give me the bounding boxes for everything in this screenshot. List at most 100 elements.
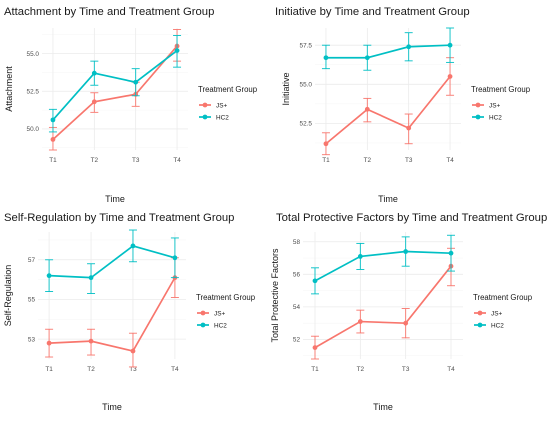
x-axis-title: Time: [102, 402, 122, 412]
series-line: [314, 250, 452, 282]
series-line: [325, 75, 451, 145]
series-line: [52, 45, 178, 141]
data-point: [88, 275, 94, 281]
series-HC2: [45, 229, 179, 294]
x-tick-label: T2: [357, 366, 365, 373]
y-tick-label: 58: [293, 239, 301, 246]
legend-title: Treatment Group: [473, 293, 533, 302]
data-point: [174, 48, 180, 53]
legend-label: JS+: [489, 102, 500, 109]
panel-2: 52.5 55.0 57.5 T1 T2 T3 T4 Initiative by Time a…: [275, 6, 531, 204]
data-point: [312, 278, 318, 284]
data-point: [403, 249, 409, 254]
data-point: [172, 255, 178, 261]
series-HC2: [311, 234, 455, 295]
data-point: [364, 55, 370, 61]
x-tick-label: T4: [447, 366, 455, 373]
x-tick-label: T3: [402, 366, 410, 373]
legend: Treatment Group JS+ HC2: [471, 85, 531, 121]
y-tick-label: 55.0: [300, 82, 313, 89]
legend-swatch-point: [475, 114, 481, 120]
data-point: [406, 125, 412, 131]
legend-swatch-point: [202, 114, 208, 120]
x-tick-label: T1: [322, 157, 330, 164]
x-axis-title: Time: [373, 402, 393, 412]
data-point: [448, 250, 454, 256]
panel-1: 50.0 52.5 55.0 T1 T2 T3 T4 Attachment by Time a…: [4, 6, 258, 204]
data-point: [130, 348, 136, 354]
data-point: [50, 137, 56, 142]
y-tick-label: 55.0: [27, 51, 40, 58]
data-point: [312, 345, 318, 351]
x-tick-label: T2: [364, 157, 372, 164]
series-HC2: [48, 35, 182, 133]
legend-label: HC2: [214, 322, 227, 329]
x-axis-title: Time: [378, 194, 398, 204]
legend-title: Treatment Group: [198, 85, 258, 94]
legend: Treatment Group JS+ HC2: [198, 85, 258, 121]
legend-swatch-point: [475, 102, 481, 108]
y-axis-title: Attachment: [4, 66, 14, 112]
x-tick-label: T3: [132, 157, 140, 164]
legend-label: JS+: [216, 102, 227, 109]
y-tick-label: 52.5: [300, 121, 313, 128]
data-point: [91, 99, 97, 105]
x-tick-label: T3: [129, 366, 137, 373]
legend-swatch-point: [200, 310, 206, 316]
data-point: [403, 320, 409, 326]
x-tick-label: T1: [311, 366, 319, 373]
data-point: [130, 243, 136, 249]
y-tick-label: 56: [293, 272, 301, 279]
chart-title: Self-Regulation by Time and Treatment Gr…: [4, 212, 234, 224]
y-tick-label: 50.0: [27, 126, 40, 133]
y-tick-label: 53: [28, 336, 36, 343]
series-HC2: [321, 27, 455, 71]
data-point: [46, 273, 52, 279]
x-tick-label: T2: [87, 366, 95, 373]
legend-label: HC2: [491, 322, 504, 329]
legend-label: HC2: [216, 114, 229, 121]
legend: Treatment Group JS+ HC2: [196, 293, 256, 329]
y-tick-label: 55: [28, 297, 36, 304]
y-axis-title: Initiative: [281, 72, 291, 105]
series-JS+: [48, 29, 182, 151]
chart-title: Initiative by Time and Treatment Group: [275, 6, 470, 18]
x-axis-title: Time: [105, 194, 125, 204]
legend-swatch-point: [477, 310, 483, 316]
legend-title: Treatment Group: [471, 85, 531, 94]
data-point: [323, 141, 329, 147]
data-point: [447, 42, 453, 48]
series-line: [49, 244, 176, 279]
series-line: [314, 265, 452, 349]
x-tick-label: T2: [91, 157, 99, 164]
x-tick-label: T4: [171, 366, 179, 373]
y-axis-title: Self-Regulation: [3, 265, 13, 327]
panel-3: 53 55 57 T1 T2 T3 T4 Self-Regulation by Time an…: [3, 212, 256, 412]
x-tick-label: T1: [45, 366, 53, 373]
data-point: [357, 254, 363, 259]
y-tick-label: 52.5: [27, 88, 40, 95]
chart-title: Total Protective Factors by Time and Tre…: [276, 212, 547, 224]
panel-4: 52 54 56 58 T1 T2 T3 T4 Total Protective Factors…: [270, 212, 547, 412]
series-line: [52, 49, 178, 121]
legend-title: Treatment Group: [196, 293, 256, 302]
legend-swatch-point: [202, 102, 208, 108]
y-tick-label: 54: [293, 304, 301, 311]
y-axis-title: Total Protective Factors: [270, 248, 280, 343]
series-line: [49, 277, 176, 353]
data-point: [447, 74, 453, 79]
y-tick-label: 57: [28, 257, 36, 264]
series-JS+: [311, 247, 455, 360]
legend: Treatment Group JS+ HC2: [473, 293, 533, 329]
data-point: [88, 338, 94, 344]
series-JS+: [321, 57, 455, 156]
legend-label: JS+: [214, 310, 225, 317]
legend-label: JS+: [491, 310, 502, 317]
chart-title: Attachment by Time and Treatment Group: [4, 6, 214, 18]
data-point: [364, 106, 370, 112]
x-tick-label: T4: [446, 157, 454, 164]
data-point: [323, 55, 329, 61]
legend-swatch-point: [200, 322, 206, 328]
x-tick-label: T1: [49, 157, 57, 164]
